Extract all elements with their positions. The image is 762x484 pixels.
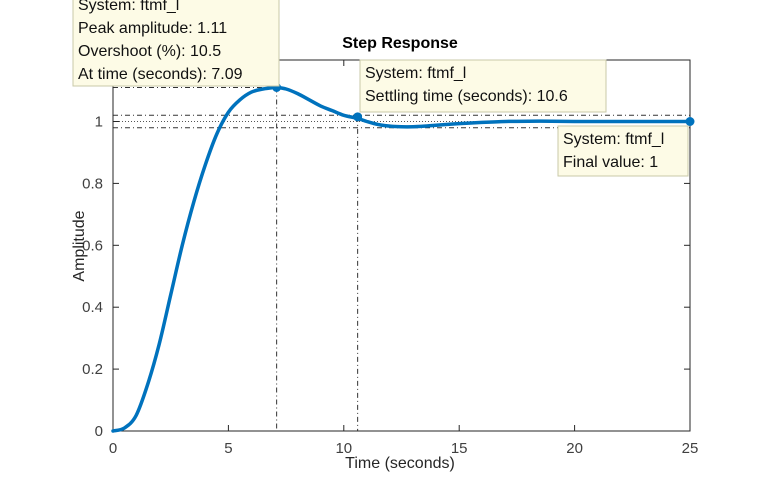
peak-data-tip-line: At time (seconds): 7.09 bbox=[78, 66, 243, 83]
series-line bbox=[111, 85, 692, 433]
settling-data-tip: System: ftmf_l Settling time (seconds): 1… bbox=[359, 59, 607, 113]
x-tick-label: 15 bbox=[451, 440, 468, 457]
final-data-tip-line: Final value: 1 bbox=[563, 154, 658, 171]
final-marker bbox=[685, 117, 695, 126]
final-data-tip-line: System: ftmf_l bbox=[563, 131, 664, 148]
x-tick-label: 5 bbox=[224, 440, 232, 457]
settling-marker bbox=[353, 112, 363, 122]
y-tick-label: 0.8 bbox=[82, 175, 103, 192]
peak-data-tip: System: ftmf_l Peak amplitude: 1.11 Oversh… bbox=[72, 0, 280, 87]
x-tick-labels: 0 5 10 15 20 25 bbox=[109, 440, 699, 457]
final-data-tip: System: ftmf_l Final value: 1 bbox=[557, 125, 689, 177]
y-tick-labels: 0 0.2 0.4 0.6 0.8 1 bbox=[82, 114, 103, 441]
peak-data-tip-line: Peak amplitude: 1.11 bbox=[78, 20, 227, 37]
y-axis-label: Amplitude bbox=[71, 210, 88, 281]
x-tick-label: 10 bbox=[335, 440, 352, 457]
y-tick-label: 0.6 bbox=[82, 237, 103, 254]
x-axis-label: Time (seconds) bbox=[345, 455, 455, 472]
x-tick-label: 0 bbox=[109, 440, 117, 457]
peak-data-tip-line: System: ftmf_l bbox=[78, 0, 179, 14]
x-tick-label: 25 bbox=[682, 440, 699, 457]
final-data-tip-box bbox=[557, 125, 689, 177]
settling-data-tip-box bbox=[359, 59, 607, 113]
peak-data-tip-line: Overshoot (%): 10.5 bbox=[78, 43, 221, 60]
y-tick-label: 0.4 bbox=[82, 299, 103, 316]
peak-data-tip-box bbox=[72, 0, 280, 87]
y-tick-label: 0 bbox=[95, 423, 103, 440]
settling-data-tip-line: Settling time (seconds): 10.6 bbox=[365, 88, 568, 105]
y-tick-label: 1 bbox=[95, 114, 103, 131]
chart-title: Step Response bbox=[342, 35, 458, 52]
y-tick-label: 0.2 bbox=[82, 361, 103, 378]
settling-data-tip-line: System: ftmf_l bbox=[365, 65, 466, 82]
x-tick-label: 20 bbox=[566, 440, 583, 457]
data-tips: System: ftmf_l Peak amplitude: 1.11 Oversh… bbox=[72, 0, 689, 177]
